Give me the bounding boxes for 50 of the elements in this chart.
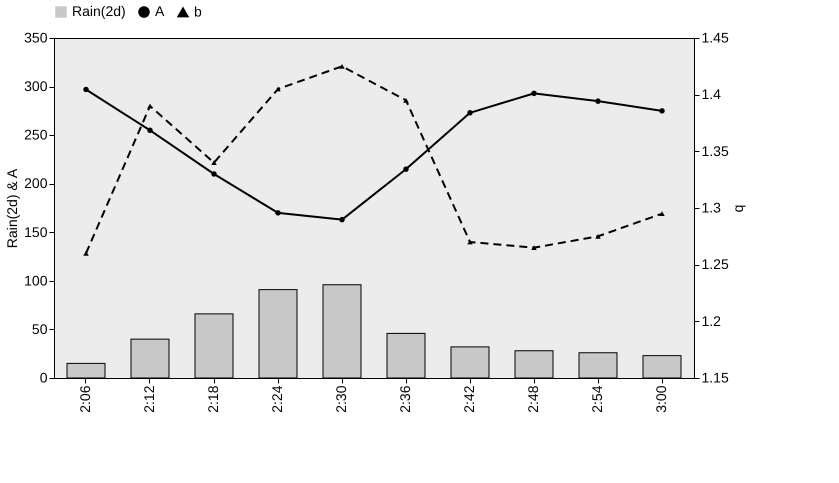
x-tick-label: 2:12 <box>141 385 157 413</box>
point <box>275 86 281 92</box>
y-tick-label: 100 <box>24 272 48 288</box>
point <box>531 245 537 250</box>
y2-tick-label: 1.25 <box>702 256 729 272</box>
point <box>531 90 537 96</box>
y2-tick-label: 1.3 <box>702 200 722 216</box>
x-tick-label: 2:48 <box>525 385 541 413</box>
y-axis-title: Rain(2d) & A <box>4 168 20 248</box>
y-tick-label: 350 <box>24 30 48 46</box>
point <box>339 64 345 69</box>
point <box>83 250 89 256</box>
y2-tick-label: 1.2 <box>702 312 722 329</box>
point <box>83 86 89 92</box>
x-tick-label: 2:30 <box>333 385 349 413</box>
point <box>147 104 153 108</box>
point <box>595 98 601 104</box>
y2-tick-label: 1.4 <box>702 86 722 102</box>
point <box>339 216 345 222</box>
x-tick-label: 2:06 <box>77 385 93 413</box>
y-tick-label: 50 <box>32 320 48 337</box>
y-tick-label: 0 <box>40 370 48 386</box>
point <box>275 210 281 216</box>
x-tick-label: 2:36 <box>397 385 413 413</box>
x-tick-label: 2:54 <box>589 385 605 413</box>
point <box>403 98 409 103</box>
y2-tick-label: 1.35 <box>702 142 729 159</box>
y2-tick-label: 1.45 <box>702 30 729 46</box>
x-tick-label: 2:42 <box>461 385 477 413</box>
legend-label: Rain(2d) <box>72 3 126 19</box>
point <box>659 108 665 114</box>
point <box>403 166 409 172</box>
y-tick-label: 200 <box>24 175 48 192</box>
x-tick-label: 2:24 <box>269 385 285 413</box>
point <box>211 171 217 177</box>
point <box>467 240 473 244</box>
point <box>147 128 153 134</box>
point <box>595 234 601 239</box>
legend-label: b <box>194 3 202 20</box>
x-tick-label: 3:00 <box>653 385 669 413</box>
point <box>659 211 665 216</box>
y2-axis-title: b <box>732 204 749 213</box>
point <box>467 110 473 116</box>
y-tick-label: 300 <box>24 78 48 94</box>
point <box>211 160 217 166</box>
y-tick-label: 250 <box>24 126 48 143</box>
x-tick-label: 2:18 <box>205 385 221 413</box>
y-tick-label: 150 <box>24 224 48 240</box>
legend-label: A <box>155 3 165 19</box>
y2-tick-label: 1.15 <box>702 370 729 386</box>
